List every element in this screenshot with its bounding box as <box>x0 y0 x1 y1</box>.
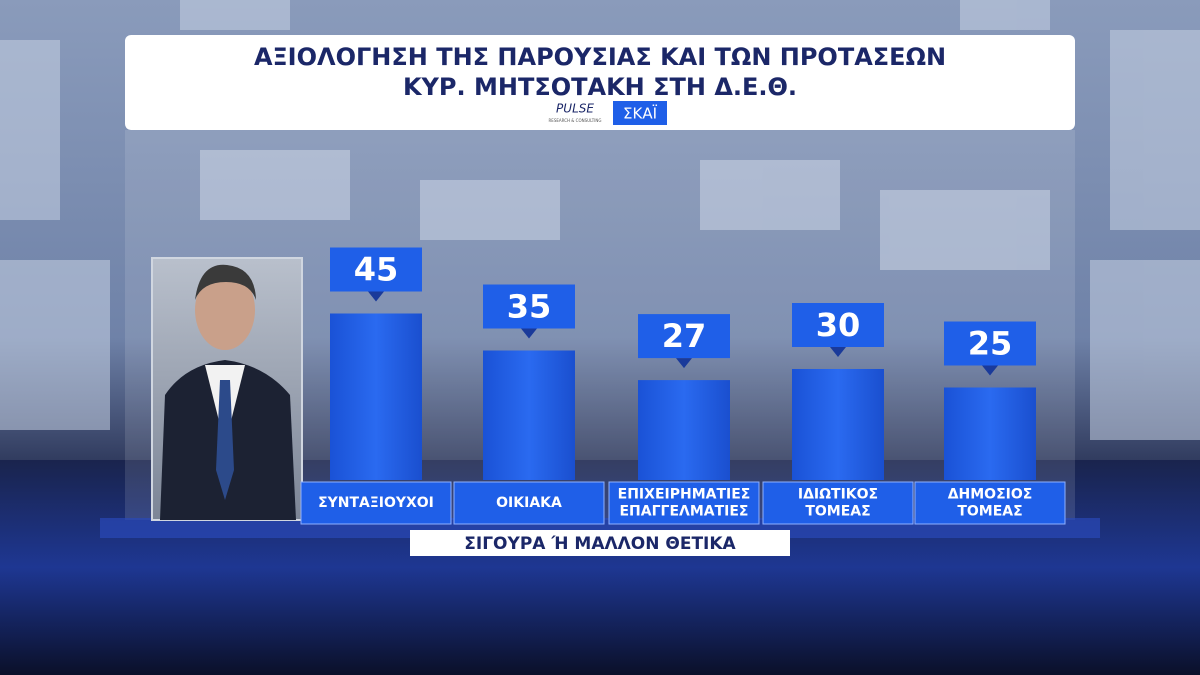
skai-logo-box <box>613 101 667 125</box>
category-box <box>300 481 452 525</box>
chart-title: ΑΞΙΟΛΟΓΗΣΗ ΤΗΣ ΠΑΡΟΥΣΙΑΣ ΚΑΙ ΤΩΝ ΠΡΟΤΑΣΕ… <box>254 43 946 71</box>
background-blocks <box>0 0 1200 440</box>
skai-logo: ΣΚΑΪ <box>623 104 658 123</box>
title-panel <box>125 35 1075 130</box>
value-label: 45 <box>354 251 399 289</box>
value-label-box <box>483 284 575 329</box>
category-box <box>608 481 760 525</box>
bar <box>792 369 884 480</box>
bar <box>330 313 422 480</box>
chart-title: ΚΥΡ. ΜΗΤΣΟΤΑΚΗ ΣΤΗ Δ.Ε.Θ. <box>403 73 797 101</box>
value-label: 25 <box>968 325 1013 363</box>
value-label-pointer <box>982 365 998 376</box>
bar <box>638 380 730 480</box>
value-label: 30 <box>816 306 861 344</box>
value-label-pointer <box>521 328 537 339</box>
bar <box>483 350 575 480</box>
x-tick-label: ΟΙΚΙΑΚΑ <box>496 495 562 511</box>
category-box <box>762 481 914 525</box>
photo <box>151 257 303 521</box>
value-label-pointer <box>368 291 384 302</box>
x-label-box <box>410 530 790 556</box>
x-axis-label: ΣΙΓΟΥΡΑ Ή ΜΑΛΛΟΝ ΘΕΤΙΚΑ <box>464 534 736 554</box>
category-box <box>453 481 605 525</box>
pulse-logo: PULSE <box>556 102 594 116</box>
value-label-box <box>792 303 884 347</box>
value-label: 35 <box>507 288 552 326</box>
value-label-box <box>638 314 730 359</box>
value-label: 27 <box>662 317 707 355</box>
category-box <box>914 481 1066 525</box>
pulse-logo-sub: RESEARCH & CONSULTING <box>549 118 602 123</box>
x-tick-label: ΙΔΙΩΤΙΚΟΣ ΤΟΜΕΑΣ <box>798 487 878 520</box>
bar <box>944 387 1036 480</box>
value-label-box <box>330 247 422 292</box>
x-tick-label: ΔΗΜΟΣΙΟΣ ΤΟΜΕΑΣ <box>948 487 1033 520</box>
value-label-pointer <box>830 347 846 357</box>
value-label-box <box>944 321 1036 366</box>
x-tick-label: ΕΠΙΧΕΙΡΗΜΑΤΙΕΣ ΕΠΑΓΓΕΛΜΑΤΙΕΣ <box>618 487 751 520</box>
x-tick-label: ΣΥΝΤΑΞΙΟΥΧΟΙ <box>318 495 434 511</box>
value-label-pointer <box>676 358 692 369</box>
